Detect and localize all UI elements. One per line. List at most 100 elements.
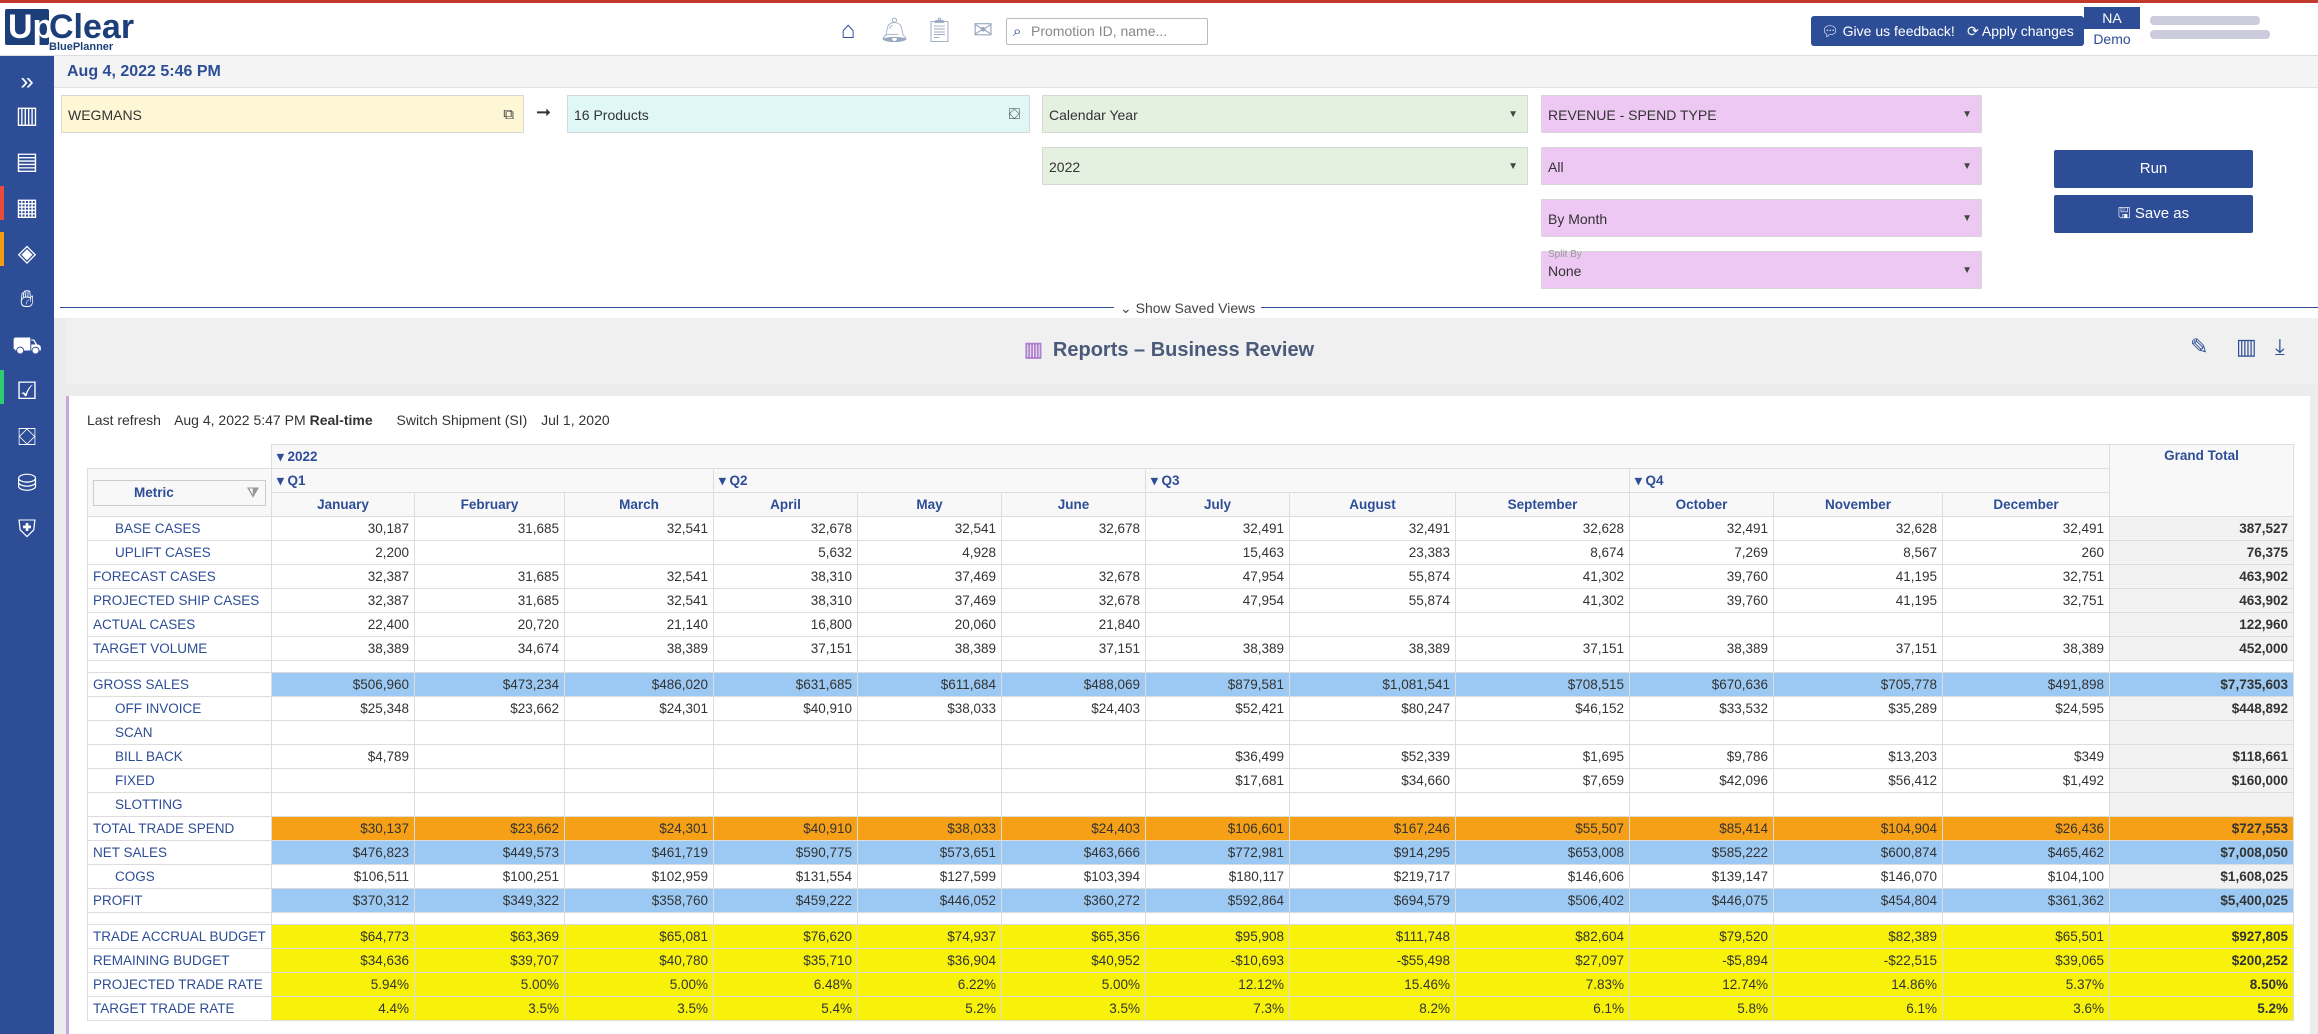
table-cell: $38,033 bbox=[857, 816, 1002, 841]
split-by-label: Split By bbox=[1548, 249, 1582, 260]
customer-selector[interactable]: WEGMANS ⧉ bbox=[61, 95, 524, 133]
toolbox-icon[interactable]: ⛋ bbox=[17, 424, 37, 451]
cart-icon[interactable]: ⛟ bbox=[11, 332, 43, 359]
table-cell bbox=[1629, 612, 1774, 637]
products-picker-icon[interactable]: ⛋ bbox=[1008, 106, 1020, 123]
save-as-button[interactable]: 🖫︎ Save as bbox=[2054, 195, 2253, 233]
table-cell: 5.4% bbox=[713, 996, 858, 1021]
month-header: May bbox=[857, 492, 1002, 517]
table-cell: $24,301 bbox=[564, 696, 714, 721]
grand-total-cell: $118,661 bbox=[2109, 744, 2294, 769]
table-cell: 38,389 bbox=[1942, 636, 2110, 661]
table-cell bbox=[1942, 720, 2110, 745]
bell-icon[interactable]: 🔔︎ bbox=[879, 17, 910, 44]
year-select[interactable]: 2022 ▼ bbox=[1042, 147, 1528, 185]
table-cell: 7,269 bbox=[1629, 540, 1774, 565]
table-cell: $349,322 bbox=[414, 888, 565, 913]
table-cell bbox=[1289, 612, 1456, 637]
table-cell: $1,081,541 bbox=[1289, 672, 1456, 697]
table-cell: $219,717 bbox=[1289, 864, 1456, 889]
granularity-select[interactable]: By Month ▼ bbox=[1541, 199, 1982, 237]
table-cell: $7,659 bbox=[1455, 768, 1630, 793]
filter-icon[interactable]: ⧩ bbox=[246, 484, 259, 500]
table-cell: $40,952 bbox=[1001, 948, 1146, 973]
table-cell: 32,387 bbox=[271, 588, 415, 613]
table-cell: $64,773 bbox=[271, 924, 415, 949]
table-cell: 31,685 bbox=[414, 588, 565, 613]
metric-header-box[interactable]: Metric ⧩ bbox=[93, 479, 266, 506]
customer-picker-icon[interactable]: ⧉ bbox=[503, 106, 514, 123]
user-info-blurred[interactable] bbox=[2150, 11, 2276, 47]
row-label: TRADE ACCRUAL BUDGET bbox=[87, 924, 272, 949]
warehouse-icon[interactable]: ▤ bbox=[15, 148, 39, 175]
user-initials-badge[interactable]: NA bbox=[2084, 7, 2140, 29]
table-row: TARGET VOLUME 38,389 34,674 38,389 37,151 38,… bbox=[87, 636, 2294, 661]
measure-select[interactable]: REVENUE - SPEND TYPE ▼ bbox=[1541, 95, 1982, 133]
row-label: BASE CASES bbox=[87, 516, 272, 541]
spacer-cell bbox=[414, 660, 565, 673]
shield-icon[interactable]: ⛨ bbox=[18, 516, 36, 543]
table-cell: $13,203 bbox=[1773, 744, 1943, 769]
search-placeholder: Promotion ID, name... bbox=[1031, 23, 1168, 39]
expand-icon[interactable]: » bbox=[20, 68, 34, 95]
database-icon[interactable]: ⛁ bbox=[16, 470, 38, 497]
current-date: Aug 4, 2022 5:46 PM bbox=[54, 56, 2318, 88]
edit-layout-icon[interactable]: ✎ bbox=[2190, 334, 2209, 359]
row-label: UPLIFT CASES bbox=[87, 540, 272, 565]
table-cell bbox=[414, 744, 565, 769]
last-refresh-value: Aug 4, 2022 5:47 PM bbox=[174, 412, 306, 428]
checkbox-icon[interactable]: ☑ bbox=[16, 378, 38, 405]
table-cell: 5.8% bbox=[1629, 996, 1774, 1021]
grand-total-cell: $160,000 bbox=[2109, 768, 2294, 793]
table-cell: $705,778 bbox=[1773, 672, 1943, 697]
table-cell: 22,400 bbox=[271, 612, 415, 637]
search-input[interactable]: ⌕ Promotion ID, name... bbox=[1006, 18, 1208, 45]
table-cell: 12.12% bbox=[1145, 972, 1290, 997]
table-cell: 3.6% bbox=[1942, 996, 2110, 1021]
table-cell: $39,065 bbox=[1942, 948, 2110, 973]
table-cell bbox=[713, 720, 858, 745]
table-cell: $52,339 bbox=[1289, 744, 1456, 769]
table-cell bbox=[564, 744, 714, 769]
table-cell bbox=[857, 768, 1002, 793]
table-cell: $35,289 bbox=[1773, 696, 1943, 721]
mail-icon[interactable]: ✉ bbox=[972, 17, 994, 44]
app-logo[interactable]: Up Clear BluePlanner bbox=[5, 9, 134, 53]
table-icon[interactable]: ▦ bbox=[15, 194, 39, 221]
run-button[interactable]: Run bbox=[2054, 150, 2253, 188]
clipboard-check-icon[interactable]: 📋︎ bbox=[924, 17, 955, 44]
table-cell: 39,760 bbox=[1629, 588, 1774, 613]
download-icon[interactable]: ⤓ bbox=[2275, 334, 2285, 359]
table-cell: $82,604 bbox=[1455, 924, 1630, 949]
grand-total-cell: 8.50% bbox=[2109, 972, 2294, 997]
row-label: NET SALES bbox=[87, 840, 272, 865]
reports-icon[interactable]: ▥ bbox=[15, 102, 39, 129]
grand-total-cell: 122,960 bbox=[2109, 612, 2294, 637]
row-label: TARGET TRADE RATE bbox=[87, 996, 272, 1021]
tag-icon[interactable]: ◈ bbox=[17, 240, 37, 267]
grand-total-cell: 463,902 bbox=[2109, 564, 2294, 589]
grand-total-cell: $7,008,050 bbox=[2109, 840, 2294, 865]
home-icon[interactable]: ⌂ bbox=[840, 17, 856, 44]
table-cell: 41,302 bbox=[1455, 564, 1630, 589]
table-cell: 37,151 bbox=[1773, 636, 1943, 661]
handshake-icon[interactable]: ✋︎ bbox=[20, 286, 34, 313]
split-by-select[interactable]: Split By None ▼ bbox=[1541, 249, 1982, 289]
scope-select[interactable]: All ▼ bbox=[1541, 147, 1982, 185]
table-row: PROJECTED SHIP CASES 32,387 31,685 32,541 38… bbox=[87, 588, 2294, 613]
table-cell bbox=[414, 720, 565, 745]
feedback-button[interactable]: 💬︎ Give us feedback! bbox=[1811, 16, 1965, 46]
table-cell: $488,069 bbox=[1001, 672, 1146, 697]
period-select[interactable]: Calendar Year ▼ bbox=[1042, 95, 1528, 133]
saved-views-toggle[interactable]: ⌄ Show Saved Views bbox=[54, 300, 2318, 316]
apply-changes-button[interactable]: ⟳ Apply changes bbox=[1957, 16, 2084, 46]
products-selector[interactable]: 16 Products ⛋ bbox=[567, 95, 1030, 133]
table-cell: $65,356 bbox=[1001, 924, 1146, 949]
switch-shipment-link[interactable]: Switch Shipment (SI) bbox=[396, 412, 528, 428]
row-label: REMAINING BUDGET bbox=[87, 948, 272, 973]
chart-icon[interactable]: ▥ bbox=[2236, 334, 2257, 359]
chevron-down-icon: ▼ bbox=[1962, 161, 1972, 172]
quarter-header: ▾ Q1 bbox=[271, 468, 714, 493]
show-saved-views[interactable]: ⌄ Show Saved Views bbox=[1114, 300, 1262, 316]
table-cell: $9,786 bbox=[1629, 744, 1774, 769]
